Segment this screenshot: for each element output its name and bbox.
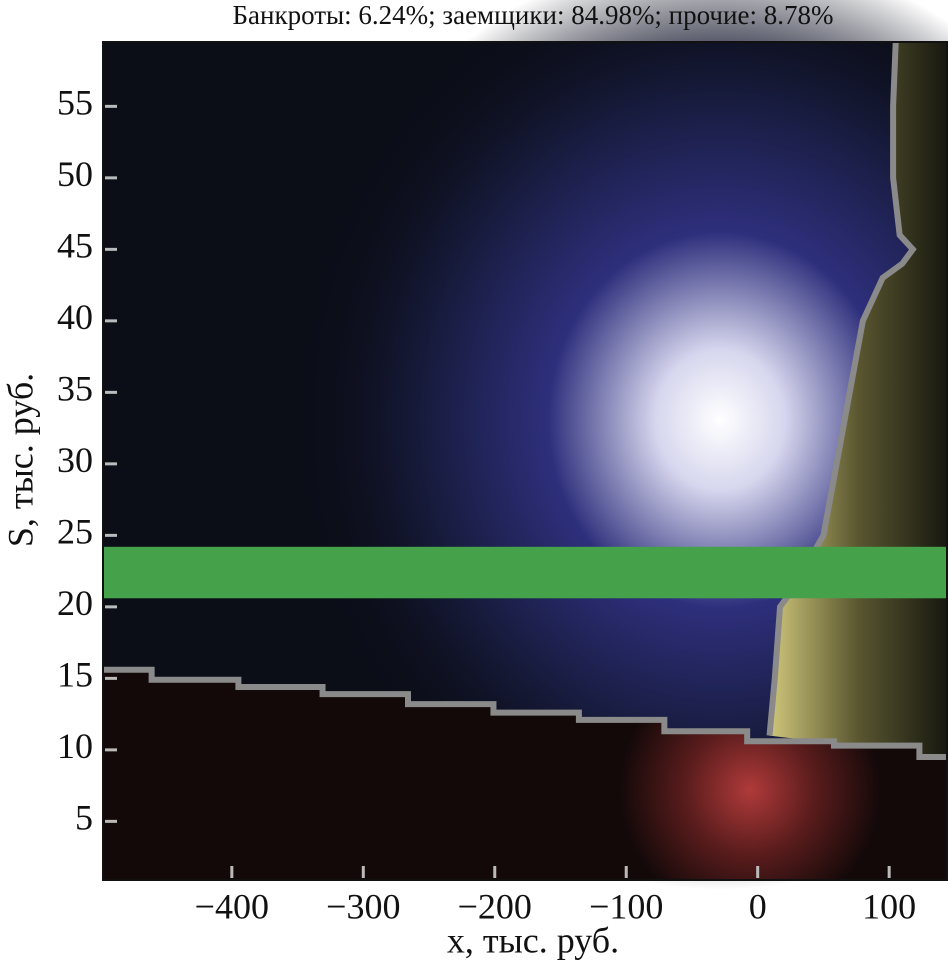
y-tick-label: 55	[57, 83, 93, 123]
plot-frame	[102, 41, 948, 881]
x-tick-label: 0	[749, 886, 767, 926]
x-axis-label: x, тыс. руб.	[447, 920, 619, 960]
x-tick-label: 100	[862, 886, 916, 926]
y-tick-label: 30	[57, 440, 93, 480]
y-tick-label: 50	[57, 154, 93, 194]
y-tick-label: 40	[57, 297, 93, 337]
x-tick-label: −200	[458, 886, 532, 926]
y-axis-label: S, тыс. руб.	[0, 373, 40, 547]
highlight-band	[103, 546, 947, 599]
y-tick-label: 35	[57, 369, 93, 409]
bankrupt-region	[103, 669, 947, 880]
chart-title: Банкроты: 6.24%; заемщики: 84.98%; прочи…	[233, 0, 834, 30]
x-tick-label: −400	[195, 886, 269, 926]
y-tick-label: 5	[75, 798, 93, 838]
y-tick-label: 20	[57, 583, 93, 623]
y-tick-label: 25	[57, 512, 93, 552]
boundary-line	[103, 666, 947, 761]
boundary-line	[766, 41, 917, 736]
y-tick-label: 15	[57, 655, 93, 695]
y-tick-label: 45	[57, 226, 93, 266]
x-tick-label: −300	[326, 886, 400, 926]
x-tick-label: −100	[589, 886, 663, 926]
y-tick-label: 10	[57, 726, 93, 766]
